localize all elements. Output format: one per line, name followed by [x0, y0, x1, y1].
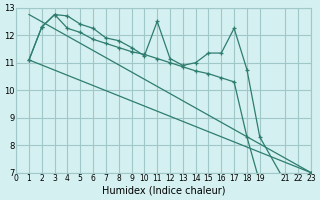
X-axis label: Humidex (Indice chaleur): Humidex (Indice chaleur) [102, 186, 225, 196]
